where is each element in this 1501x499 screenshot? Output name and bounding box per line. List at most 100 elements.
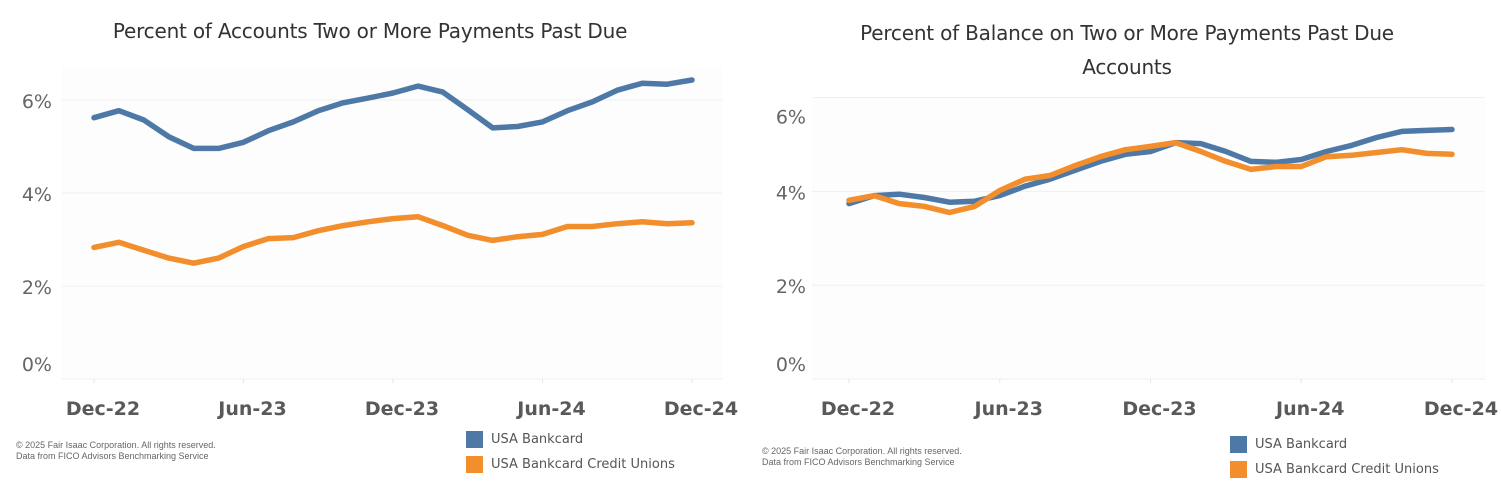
data-point[interactable] [515, 234, 521, 240]
data-point[interactable] [1173, 140, 1179, 146]
data-point[interactable] [1298, 164, 1304, 170]
data-point[interactable] [896, 201, 902, 207]
data-point[interactable] [540, 231, 546, 237]
data-point[interactable] [365, 95, 371, 101]
data-point[interactable] [564, 108, 570, 114]
data-point[interactable] [191, 145, 197, 151]
data-point[interactable] [564, 223, 570, 229]
data-point[interactable] [116, 239, 122, 245]
data-point[interactable] [465, 232, 471, 238]
data-point[interactable] [141, 117, 147, 123]
data-point[interactable] [490, 125, 496, 131]
data-point[interactable] [871, 193, 877, 199]
data-point[interactable] [415, 83, 421, 89]
data-point[interactable] [689, 220, 695, 226]
data-point[interactable] [1449, 151, 1455, 157]
data-point[interactable] [1349, 152, 1355, 158]
data-point[interactable] [390, 90, 396, 96]
data-point[interactable] [216, 145, 222, 151]
data-point[interactable] [1223, 149, 1229, 155]
data-point[interactable] [241, 139, 247, 145]
data-point[interactable] [1097, 154, 1103, 160]
data-point[interactable] [241, 243, 247, 249]
data-point[interactable] [972, 203, 978, 209]
data-point[interactable] [290, 235, 296, 241]
data-point[interactable] [1449, 126, 1455, 132]
data-point[interactable] [141, 247, 147, 253]
data-point[interactable] [1248, 166, 1254, 172]
data-point[interactable] [340, 100, 346, 106]
data-point[interactable] [1022, 183, 1028, 189]
data-point[interactable] [415, 214, 421, 220]
data-point[interactable] [1374, 149, 1380, 155]
data-point[interactable] [116, 108, 122, 114]
chart-panel-accounts: Percent of Accounts Two or More Payments… [0, 0, 750, 499]
series-line-credit-unions[interactable] [846, 139, 1455, 216]
legend-item-credit-unions[interactable]: USA Bankcard Credit Unions [466, 452, 675, 477]
data-point[interactable] [1022, 176, 1028, 182]
data-point[interactable] [689, 77, 695, 83]
legend-item-usa-bankcard[interactable]: USA Bankcard [1230, 432, 1439, 457]
data-point[interactable] [1248, 158, 1254, 164]
data-point[interactable] [947, 210, 953, 216]
data-point[interactable] [91, 115, 97, 121]
data-point[interactable] [515, 124, 521, 130]
data-point[interactable] [1198, 141, 1204, 147]
chart-title: Percent of Balance on Two or More Paymen… [772, 16, 1482, 84]
data-point[interactable] [1424, 127, 1430, 133]
data-point[interactable] [664, 221, 670, 227]
data-point[interactable] [166, 255, 172, 261]
data-point[interactable] [166, 134, 172, 140]
data-point[interactable] [390, 216, 396, 222]
data-point[interactable] [191, 260, 197, 266]
data-point[interactable] [921, 203, 927, 209]
data-point[interactable] [896, 191, 902, 197]
data-point[interactable] [921, 194, 927, 200]
data-point[interactable] [1122, 147, 1128, 153]
data-point[interactable] [1072, 163, 1078, 169]
data-point[interactable] [639, 80, 645, 86]
series-line-credit-unions[interactable] [91, 213, 695, 266]
legend-item-credit-unions[interactable]: USA Bankcard Credit Unions [1230, 457, 1439, 482]
data-point[interactable] [1349, 142, 1355, 148]
data-point[interactable] [465, 107, 471, 113]
data-point[interactable] [1148, 143, 1154, 149]
data-point[interactable] [846, 197, 852, 203]
data-point[interactable] [1424, 150, 1430, 156]
data-point[interactable] [490, 237, 496, 243]
data-point[interactable] [91, 244, 97, 250]
data-point[interactable] [589, 99, 595, 105]
data-point[interactable] [614, 221, 620, 227]
data-point[interactable] [1298, 157, 1304, 163]
data-point[interactable] [540, 119, 546, 125]
data-point[interactable] [1399, 147, 1405, 153]
data-point[interactable] [1223, 158, 1229, 164]
data-point[interactable] [440, 223, 446, 229]
data-point[interactable] [639, 219, 645, 225]
data-point[interactable] [589, 223, 595, 229]
data-point[interactable] [265, 236, 271, 242]
data-point[interactable] [265, 128, 271, 134]
data-point[interactable] [1323, 154, 1329, 160]
data-point[interactable] [340, 223, 346, 229]
x-tick-label: Jun-24 [1274, 398, 1344, 420]
data-point[interactable] [290, 119, 296, 125]
data-point[interactable] [1323, 149, 1329, 155]
data-point[interactable] [216, 255, 222, 261]
legend-item-usa-bankcard[interactable]: USA Bankcard [466, 427, 675, 452]
data-point[interactable] [664, 81, 670, 87]
data-point[interactable] [440, 89, 446, 95]
series-line-usa-bankcard[interactable] [846, 126, 1455, 207]
data-point[interactable] [365, 219, 371, 225]
data-point[interactable] [1198, 149, 1204, 155]
data-point[interactable] [1399, 128, 1405, 134]
data-point[interactable] [315, 108, 321, 114]
data-point[interactable] [1047, 172, 1053, 178]
data-point[interactable] [614, 87, 620, 93]
data-point[interactable] [947, 199, 953, 205]
data-point[interactable] [1273, 164, 1279, 170]
series-line-usa-bankcard[interactable] [91, 77, 695, 152]
data-point[interactable] [997, 187, 1003, 193]
data-point[interactable] [315, 228, 321, 234]
data-point[interactable] [1374, 134, 1380, 140]
